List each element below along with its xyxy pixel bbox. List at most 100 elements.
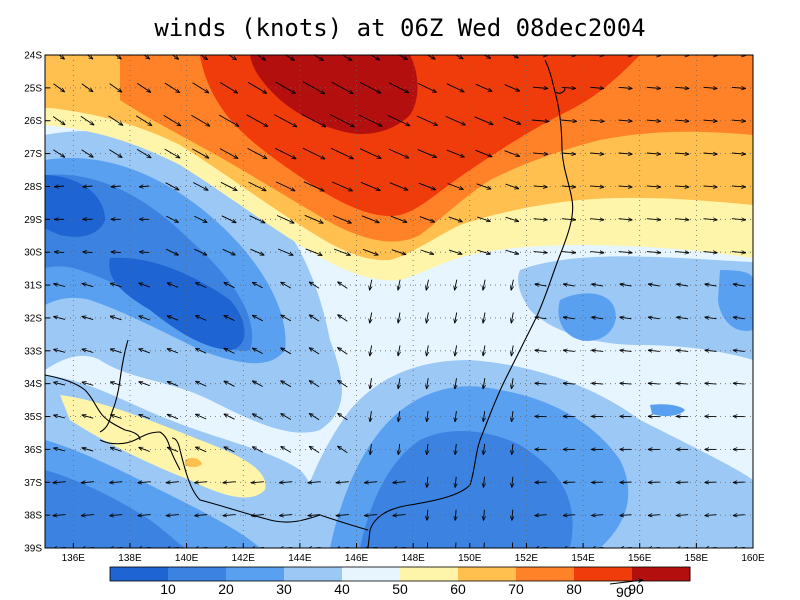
wind-arrow <box>115 55 121 59</box>
wind-arrow <box>167 315 179 321</box>
wind-arrow <box>563 284 575 286</box>
wind-arrow <box>646 153 661 154</box>
wind-arrow <box>359 148 381 159</box>
wind-arrow <box>535 350 547 351</box>
wind-arrow <box>731 186 746 187</box>
wind-arrow <box>483 443 484 455</box>
wind-arrow <box>591 317 604 319</box>
colorbar-swatch <box>110 567 169 581</box>
wind-arrow <box>591 515 604 516</box>
wind-arrow <box>620 284 632 286</box>
wind-arrow <box>219 148 238 159</box>
wind-arrow <box>80 115 94 125</box>
wind-arrow <box>337 413 348 421</box>
lat-label: 30S <box>24 248 42 259</box>
wind-arrow <box>427 509 428 521</box>
wind-arrow <box>648 383 660 384</box>
wind-arrow <box>620 317 632 319</box>
wind-arrow <box>476 183 492 189</box>
wind-arrow <box>284 55 295 61</box>
wind-arrow <box>511 55 519 58</box>
wind-arrow <box>192 82 209 93</box>
wind-arrow <box>417 149 437 159</box>
wind-arrow <box>703 219 718 220</box>
wind-arrow <box>82 316 94 321</box>
wind-arrow <box>703 186 718 187</box>
wind-arrow <box>504 84 520 92</box>
wind-arrow <box>370 378 372 389</box>
wind-arrow <box>475 83 492 92</box>
lat-label: 33S <box>24 346 42 357</box>
colorbar-swatch <box>168 567 227 581</box>
wind-arrow <box>475 149 493 158</box>
wind-arrow <box>195 347 207 354</box>
wind-arrow <box>618 219 633 220</box>
wind-arrow <box>512 509 513 521</box>
wind-arrow <box>648 515 660 516</box>
wind-arrow <box>455 279 457 291</box>
wind-arrow <box>361 215 380 224</box>
wind-arrow <box>52 116 65 125</box>
wind-arrow <box>535 515 547 516</box>
wind-arrow <box>53 349 66 353</box>
colorbar-label: 10 <box>160 581 176 597</box>
wind-arrow <box>309 446 320 453</box>
wind-arrow <box>483 345 485 356</box>
wind-arrow <box>167 413 179 420</box>
colorbar-swatch <box>516 567 575 581</box>
wind-arrow <box>455 378 457 389</box>
wind-arrow <box>560 120 577 121</box>
wind-arrow <box>252 447 263 453</box>
wind-arrow <box>675 186 689 187</box>
wind-arrow <box>251 515 264 516</box>
wind-arrow <box>455 509 456 521</box>
wind-arrow <box>398 279 400 291</box>
wind-arrow <box>81 83 93 92</box>
wind-arrow <box>591 284 604 286</box>
wind-arrow <box>256 55 266 61</box>
wind-arrow <box>109 482 123 483</box>
wind-arrow <box>221 215 237 223</box>
wind-arrow <box>199 55 208 59</box>
lon-label: 144E <box>288 553 312 564</box>
wind-arrow <box>733 515 745 516</box>
wind-arrow <box>274 114 297 127</box>
wind-arrow <box>110 349 122 354</box>
wind-arrow <box>590 219 604 220</box>
wind-arrow <box>329 114 354 127</box>
wind-arrow <box>417 82 437 92</box>
wind-arrow <box>275 181 295 191</box>
wind-arrow <box>249 215 266 224</box>
wind-arrow <box>304 214 324 224</box>
wind-arrow <box>252 381 263 387</box>
wind-arrow <box>426 312 428 324</box>
colorbar-label: 20 <box>218 581 234 597</box>
colorbar-swatch <box>632 567 691 581</box>
wind-arrow <box>675 120 689 121</box>
wind-arrow <box>535 383 547 384</box>
wind-arrow <box>590 87 604 88</box>
wind-arrow <box>370 443 371 455</box>
wind-arrow <box>309 348 320 355</box>
wind-arrow <box>591 383 604 384</box>
wind-arrow <box>247 81 267 93</box>
wind-arrow <box>483 312 485 324</box>
wind-arrow <box>398 411 400 422</box>
wind-arrow <box>333 248 351 255</box>
wind-arrow <box>337 315 348 322</box>
wind-arrow <box>618 153 633 154</box>
wind-arrow <box>426 345 428 356</box>
wind-arrow <box>275 81 296 94</box>
wind-arrow <box>448 249 462 254</box>
wind-arrow <box>591 350 604 351</box>
lon-label: 154E <box>571 553 595 564</box>
colorbar-swatch <box>574 567 633 581</box>
wind-arrow <box>86 55 93 59</box>
wind-arrow <box>303 181 325 192</box>
wind-arrow <box>483 542 485 548</box>
wind-arrow <box>308 482 321 483</box>
wind-arrow <box>167 282 179 288</box>
wind-arrow <box>504 150 521 157</box>
lon-label: 160E <box>741 553 765 564</box>
